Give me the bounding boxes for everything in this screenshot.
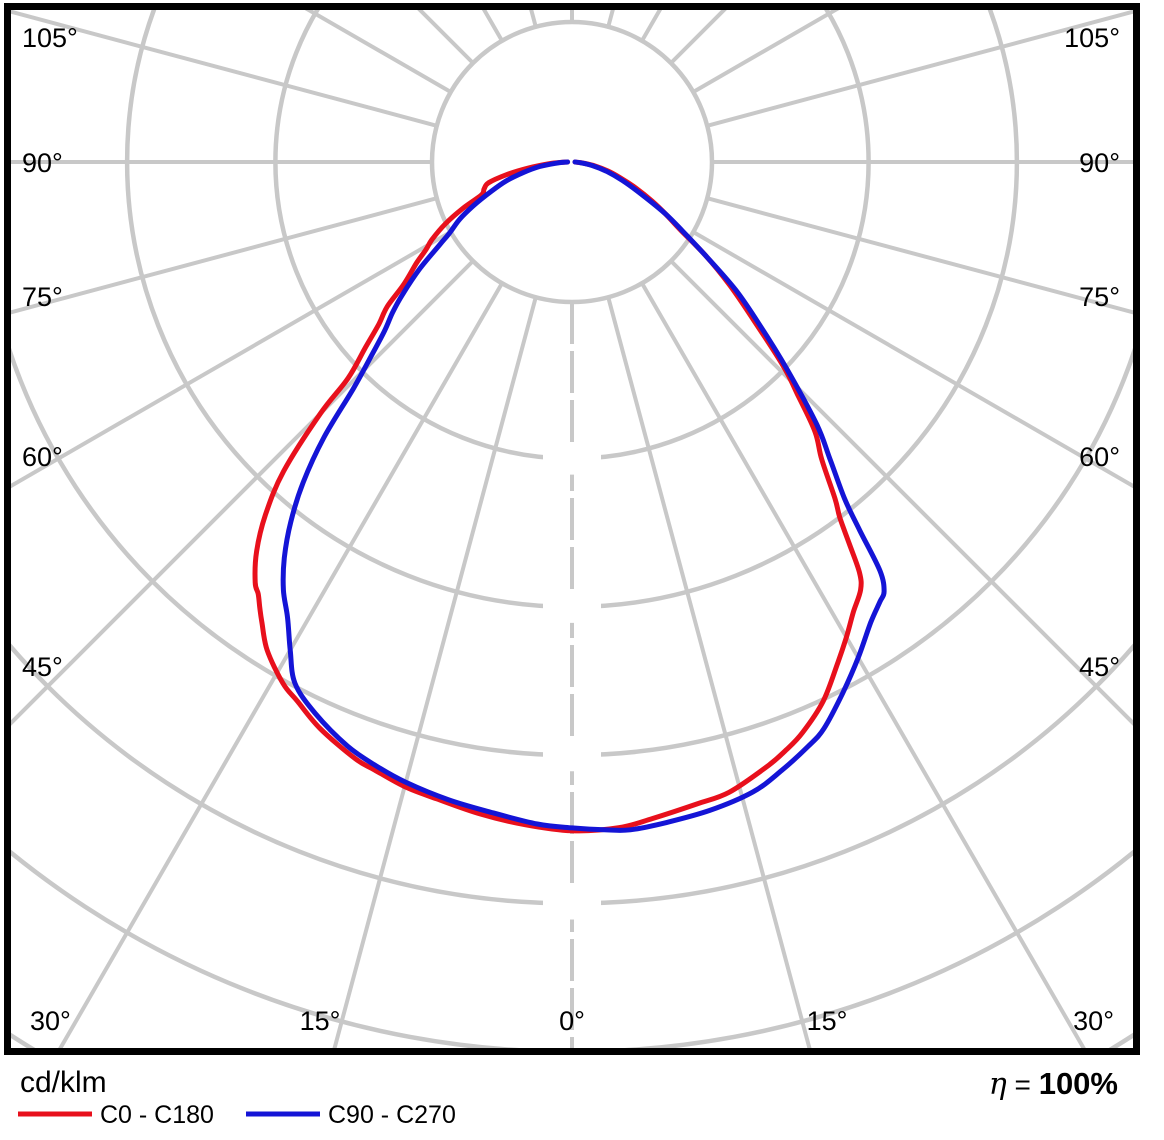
curve-c0-c180 — [252, 159, 864, 834]
angle-label-right: 90° — [1079, 148, 1120, 178]
angle-label-right: 105° — [1064, 23, 1120, 53]
angle-label-right: 45° — [1079, 652, 1120, 682]
angle-label-bottom: 30° — [30, 1006, 71, 1036]
grid-ray — [11, 10, 438, 128]
eta-symbol: η — [989, 1067, 1007, 1102]
grid-ray — [606, 296, 812, 1048]
grid-ray — [706, 10, 1133, 128]
efficiency-label: η = 100% — [989, 1066, 1118, 1102]
unit-label: cd/klm — [20, 1066, 107, 1099]
angle-labels: 105° 90° 75° 60° 45° 105° 90° 75° 60° 45° 30° 15° 0°… — [22, 23, 1120, 1036]
grid-ray — [332, 296, 538, 1048]
angle-label-bottom: 15° — [807, 1006, 848, 1036]
grid-ray — [669, 259, 1133, 726]
angle-label-right: 60° — [1079, 442, 1120, 472]
angle-label-bottom: 0° — [559, 1006, 585, 1036]
ring-value-box — [543, 887, 601, 920]
ring-value-box — [543, 739, 601, 772]
grid-ray — [640, 282, 1086, 1048]
grid-ring — [429, 19, 715, 305]
grid-ray — [11, 230, 452, 489]
eta-equals: = — [1007, 1069, 1039, 1100]
eta-value: 100% — [1039, 1066, 1118, 1101]
grid-ray — [11, 196, 438, 315]
grid-ray — [692, 230, 1133, 489]
angle-label-right: 75° — [1079, 282, 1120, 312]
grid-ring — [11, 347, 1133, 758]
curve-c90-c270 — [280, 159, 887, 833]
angle-label-left: 90° — [22, 148, 63, 178]
angle-label-left: 60° — [22, 442, 63, 472]
grid-ray — [706, 196, 1133, 315]
angle-label-bottom: 15° — [300, 1006, 341, 1036]
angle-label-left: 45° — [22, 652, 63, 682]
angle-label-left: 75° — [22, 282, 63, 312]
legend-label-c90-c270: C90 - C270 — [328, 1101, 456, 1129]
intensity-curves — [252, 159, 887, 834]
grid-ray — [11, 259, 475, 726]
ring-value-box — [543, 442, 601, 475]
angle-label-left: 105° — [22, 23, 78, 53]
grid-ray — [58, 282, 504, 1048]
legend: C0 - C180 C90 - C270 — [18, 1101, 456, 1129]
plot-frame — [4, 3, 1140, 1055]
angle-label-bottom: 30° — [1073, 1006, 1114, 1036]
legend-label-c0-c180: C0 - C180 — [100, 1101, 214, 1129]
ring-value-box — [543, 590, 601, 623]
